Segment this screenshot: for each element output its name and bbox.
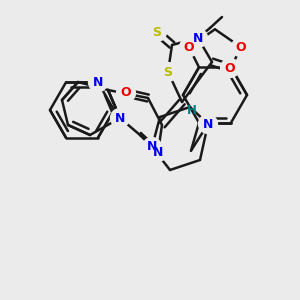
- Text: S: S: [164, 65, 172, 79]
- Text: S: S: [152, 26, 161, 38]
- Circle shape: [148, 22, 166, 41]
- Circle shape: [179, 38, 199, 57]
- Text: O: O: [225, 61, 235, 74]
- Text: O: O: [236, 41, 246, 54]
- Text: N: N: [153, 146, 163, 158]
- Circle shape: [110, 109, 130, 128]
- Circle shape: [232, 38, 250, 57]
- Circle shape: [148, 142, 167, 161]
- Circle shape: [220, 58, 239, 77]
- Circle shape: [199, 115, 218, 134]
- Text: N: N: [147, 140, 157, 154]
- Circle shape: [159, 63, 178, 81]
- Text: N: N: [93, 76, 103, 89]
- Circle shape: [88, 73, 107, 92]
- Text: H: H: [187, 103, 197, 116]
- Circle shape: [142, 137, 161, 156]
- Text: N: N: [193, 32, 203, 44]
- Circle shape: [188, 28, 208, 47]
- Text: O: O: [121, 86, 131, 100]
- Text: N: N: [203, 118, 213, 130]
- Circle shape: [116, 83, 136, 103]
- Text: N: N: [115, 112, 125, 124]
- Text: O: O: [184, 41, 194, 54]
